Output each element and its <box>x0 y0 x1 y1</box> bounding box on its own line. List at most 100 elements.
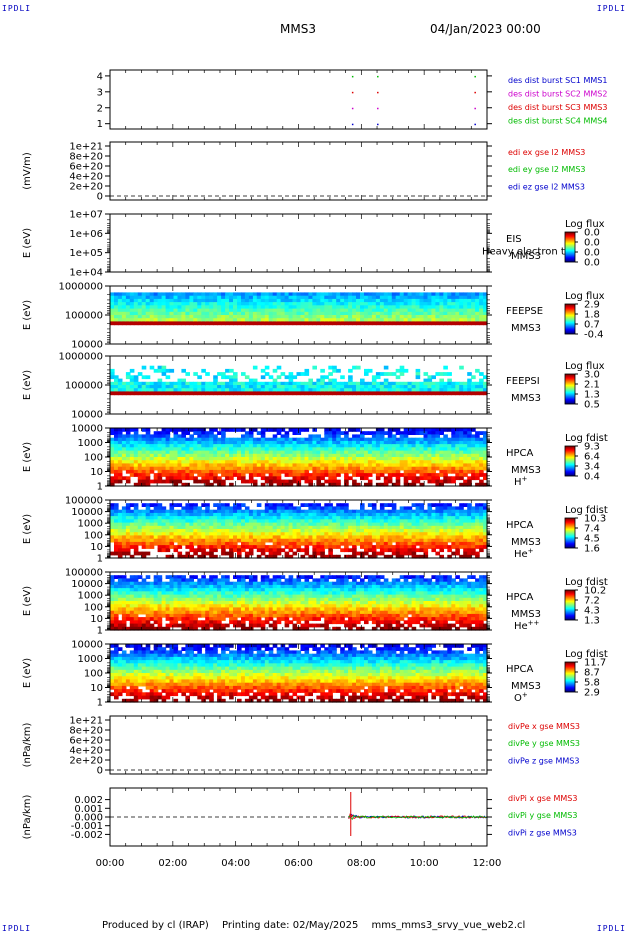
eis-colorbar <box>564 231 578 263</box>
edi-ylabel: (mV/m) <box>22 152 33 190</box>
burst-legend-item: des dist burst SC3 MMS3 <box>508 103 607 112</box>
burst-flag-mark <box>474 91 476 94</box>
footer-printing-date: Printing date: 02/May/2025 <box>221 920 359 931</box>
divpe-ytick-label: 0 <box>97 766 103 777</box>
hpca_hepp-colorbar-label: 4.3 <box>584 606 600 617</box>
eis-ytick-label: 1e+07 <box>69 210 103 221</box>
burst-flag-mark <box>474 107 476 110</box>
hpca_hepp-ytick-label: 10 <box>90 614 103 625</box>
burst-flag-mark <box>351 107 354 110</box>
hpca_o-ylabel: E (eV) <box>22 658 33 688</box>
feepsi-ytick-label: 1000000 <box>58 352 103 363</box>
hpca_hepp-colorbar-label: 7.2 <box>584 596 600 607</box>
hpca_hepp-ytick-label: 100 <box>84 602 103 613</box>
feepsi-colorbar-label: 1.3 <box>584 390 600 401</box>
hpca_hepp-instrument-name: HPCA <box>506 592 534 603</box>
hpca_hepp-ytick-label: 100000 <box>65 568 103 579</box>
hpca_h-spectrogram <box>110 428 488 487</box>
divpe-ytick-label: 6e+20 <box>69 736 103 747</box>
divpi-ytick-label: -0.002 <box>71 830 103 841</box>
burst-legend-item: des dist burst SC4 MMS4 <box>508 117 607 126</box>
eis-frame <box>109 213 488 273</box>
hpca_he-ylabel: E (eV) <box>22 514 33 544</box>
burst-legend-item: des dist burst SC2 MMS2 <box>508 90 607 99</box>
hpca_hepp-colorbar <box>564 589 578 621</box>
hpca_o-ytick-label: 1 <box>97 698 103 709</box>
feepse-colorbar-frame <box>564 303 576 335</box>
eis-colorbar-label: 0.0 <box>584 258 600 269</box>
divpi-ytick-label: 0.000 <box>74 813 103 824</box>
hpca_o-instrument-name: HPCA <box>506 664 534 675</box>
hpca_o-ytick-label: 10 <box>90 683 103 694</box>
hpca_h-ylabel: E (eV) <box>22 442 33 472</box>
hpca_h-spacecraft-name: MMS3 <box>511 465 541 476</box>
hpca_he-ytick-label: 1000 <box>78 519 103 530</box>
panel-burst: 4 3 2 1 des dist burst SC1 MMS1 des dist burs… <box>97 69 607 130</box>
x-tick-label: 10:00 <box>410 858 439 869</box>
spacecraft-title: MMS3 <box>280 22 316 36</box>
hpca_o-ytick-label: 1000 <box>78 654 103 665</box>
hpca_hepp-spectrogram <box>110 575 488 631</box>
hpca_he-colorbar-label: 1.6 <box>584 544 600 555</box>
divpi-ylabel: (nPa/km) <box>22 795 33 840</box>
hpca_o-spacecraft-name: MMS3 <box>511 681 541 692</box>
edi-legend-item: edi ey gse l2 MMS3 <box>508 165 586 174</box>
edi-frame <box>109 141 488 201</box>
feepsi-spectrogram <box>110 365 488 396</box>
hpca_o-colorbar-label: 2.9 <box>584 688 600 699</box>
burst-flag-mark <box>377 107 379 110</box>
hpca_o-charge-label: + <box>522 691 528 699</box>
burst-flag-mark <box>377 91 379 94</box>
corner-label-bottom-right: IPDLI <box>596 924 626 933</box>
eis-ytick-label: 1e+04 <box>69 268 103 279</box>
burst-ytick-label: 1 <box>97 119 103 130</box>
hpca_o-colorbar-label: 8.7 <box>584 668 600 679</box>
feepsi-colorbar <box>564 373 578 405</box>
divpe-legend-item: divPe x gse MMS3 <box>508 722 580 731</box>
divpi-ytick-label: 0.002 <box>74 795 103 806</box>
eis-colorbar-label: 0.0 <box>584 248 600 259</box>
eis-overlay-text: Heavy electron to <box>482 247 571 258</box>
hpca_he-ytick-label: 100000 <box>65 496 103 507</box>
burst-ytick-label: 2 <box>97 103 103 114</box>
edi-ytick-label: 0 <box>97 192 103 203</box>
divpi-legend-item: divPi x gse MMS3 <box>508 794 577 803</box>
x-tick-label: 12:00 <box>473 858 502 869</box>
eis-colorbar-title: Log flux <box>565 219 605 230</box>
hpca_o-colorbar-frame <box>564 661 576 693</box>
divpi-legend-item: divPi z gse MMS3 <box>508 829 577 838</box>
footer-script: mms_mms3_srvy_vue_web2.cl <box>371 920 526 931</box>
feepsi-spacecraft-name: MMS3 <box>511 393 541 404</box>
hpca_he-spectrogram <box>110 503 488 559</box>
burst-flag-mark <box>377 123 379 126</box>
hpca_hepp-colorbar-title: Log fdist <box>565 577 608 588</box>
hpca_h-colorbar-label: 6.4 <box>584 452 600 463</box>
feepse-colorbar-label: 0.7 <box>584 320 600 331</box>
panel-feepsi: 1000000 100000 10000 E (eV) FEEPSI MMS3 Log fl… <box>22 352 605 421</box>
feepse-ytick-label: 10000 <box>71 340 103 351</box>
hpca_h-ytick-label: 1000 <box>78 438 103 449</box>
feepse-ylabel: E (eV) <box>22 300 33 330</box>
panel-eis: Heavy electron to 1e+07 1e+06 1e+05 1e+04 E (… <box>22 210 605 279</box>
edi-ytick-label: 6e+20 <box>69 162 103 173</box>
feepsi-colorbar-label: 3.0 <box>584 370 600 381</box>
hpca_h-ytick-label: 1 <box>97 482 103 493</box>
hpca_hepp-ytick-label: 1 <box>97 626 103 637</box>
hpca_he-charge-label: + <box>528 547 534 555</box>
x-tick-label: 06:00 <box>284 858 313 869</box>
divpe-legend-item: divPe z gse MMS3 <box>508 757 579 766</box>
eis-colorbar-frame <box>564 231 576 263</box>
eis-ytick-label: 1e+06 <box>69 229 103 240</box>
x-tick-label: 00:00 <box>96 858 125 869</box>
burst-flags <box>351 75 476 126</box>
footer-produced-by: Produced by cl (IRAP) <box>102 920 209 931</box>
edi-ytick-label: 4e+20 <box>69 172 103 183</box>
x-tick-label: 08:00 <box>347 858 376 869</box>
feepsi-colorbar-label: 0.5 <box>584 400 600 411</box>
burst-flag-mark <box>351 123 354 126</box>
hpca_he-species-label: He+ <box>514 547 534 560</box>
